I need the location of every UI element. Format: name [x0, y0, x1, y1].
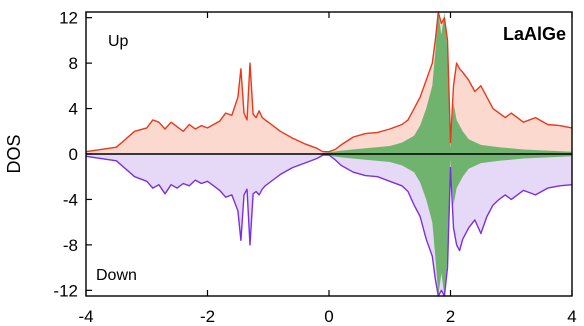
- annotation-up: Up: [108, 33, 129, 50]
- x-tick-label: 4: [567, 307, 576, 326]
- x-tick-label: 2: [446, 307, 455, 326]
- projected-down-fill: [316, 154, 572, 296]
- y-tick-label: 0: [69, 145, 78, 164]
- y-tick-label: 4: [69, 100, 78, 119]
- spin-down-fill: [86, 154, 572, 296]
- y-axis-ticks: 12 8 4 0 -4 -8 -12: [53, 9, 92, 300]
- x-tick-label: -2: [200, 307, 215, 326]
- dos-lines: [85, 11, 573, 297]
- annotation-down: Down: [96, 267, 137, 284]
- projected-up-fill: [316, 12, 572, 154]
- x-tick-label: -4: [78, 307, 93, 326]
- chart-title: LaAlGe: [503, 24, 566, 44]
- y-tick-label: -12: [53, 281, 78, 300]
- y-axis-title: DOS: [4, 134, 24, 173]
- y-tick-label: -8: [63, 236, 78, 255]
- y-tick-label: -4: [63, 190, 78, 209]
- y-tick-label: 8: [69, 54, 78, 73]
- dos-fills: [86, 12, 572, 296]
- x-axis-ticks: -4 -2 0 2 4: [78, 12, 577, 326]
- spin-down-line: [85, 154, 573, 297]
- y-tick-label: 12: [59, 9, 78, 28]
- x-tick-label: 0: [324, 307, 333, 326]
- spin-up-fill: [86, 12, 572, 154]
- spin-up-line: [85, 11, 573, 153]
